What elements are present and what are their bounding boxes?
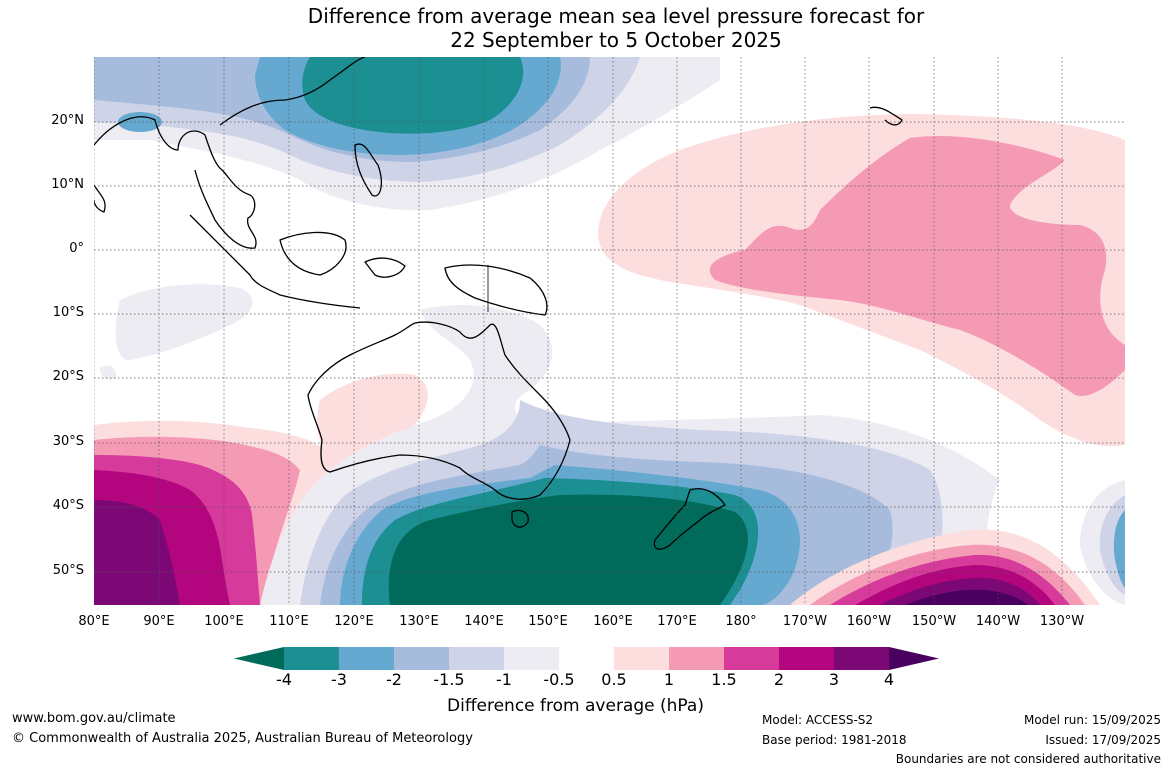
china-coast [219,57,366,126]
lon-label: 140°W [975,614,1021,629]
colorbar-tick: -2 [386,670,402,689]
east-negative-anomaly [1080,480,1125,605]
colorbar-arrow-left [234,647,284,670]
colorbar-cell [669,647,724,670]
map-field [94,57,1125,605]
colorbar-cell [339,647,394,670]
north-negative-anomaly [94,57,720,380]
colorbar-cell [394,647,449,670]
lat-label: 10°N [51,177,84,192]
borneo [279,231,347,276]
colorbar-cell [559,647,614,670]
title-line-1: Difference from average mean sea level p… [307,4,925,28]
west-australia-positive [317,373,428,470]
lon-label: 120°E [334,614,374,629]
title-line-2: 22 September to 5 October 2025 [450,28,782,52]
colorbar-cell [284,647,339,670]
lon-label: 180° [725,614,757,629]
graticule-lines [94,57,1125,605]
website-link[interactable]: www.bom.gov.au/climate [12,711,176,726]
lat-label: 0° [69,241,84,256]
philippines [354,143,382,197]
copyright: © Commonwealth of Australia 2025, Austra… [12,731,473,746]
tasmania [511,509,529,528]
lon-label: 140°E [464,614,504,629]
lat-label: 10°S [52,305,84,320]
colorbar-cell [504,647,559,670]
model-name: Model: ACCESS-S2 [762,713,874,727]
lon-label: 80°E [78,614,110,629]
lon-label: 160°W [846,614,892,629]
southeast-positive-anomaly [790,529,1100,605]
colorbar-tick: 2 [773,670,785,689]
lon-label: 90°E [143,614,175,629]
colorbar-tick: 4 [883,670,895,689]
colorbar-tick: -0.5 [543,670,575,689]
sumatra-java [189,214,361,309]
colorbar-arrow-right [889,647,939,670]
colorbar-cell [449,647,504,670]
colorbar-tick: 3 [828,670,840,689]
pacific-positive-anomaly [598,114,1125,447]
colorbar-tick: 0.5 [601,670,627,689]
model-run: Model run: 15/09/2025 [1023,713,1161,727]
lat-label: 20°N [51,113,84,128]
lon-label: 110°E [269,614,309,629]
new-zealand [653,488,726,550]
colorbar-cell [834,647,889,670]
colorbar-tick: -1.5 [433,670,465,689]
colorbar-tick: -4 [276,670,292,689]
colorbar-cell [614,647,669,670]
colorbar-tick: -3 [331,670,347,689]
southwest-positive-anomaly [94,420,335,605]
lon-label: 130°W [1039,614,1085,629]
lon-label: 150°E [528,614,568,629]
australia-coast [307,321,571,500]
issued-date: Issued: 17/09/2025 [1045,733,1161,747]
colorbar-tick: 1 [663,670,675,689]
colorbar-tick: 1.5 [711,670,737,689]
lat-label: 20°S [52,369,84,384]
southern-negative-anomaly [260,305,1000,605]
lat-label: 50°S [52,563,84,578]
sulawesi [364,257,406,278]
india-tip [94,184,106,213]
colorbar-cell [724,647,779,670]
coastlines [94,57,903,550]
hawaii [869,106,903,126]
map-title: Difference from average mean sea level p… [0,4,1173,52]
lon-label: 160°E [593,614,633,629]
lon-label: 150°W [911,614,957,629]
southeast-asia-coast [94,116,257,249]
lon-label: 100°E [204,614,244,629]
colorbar-label: Difference from average (hPa) [447,696,704,716]
colorbar [234,647,939,670]
new-guinea [444,264,548,316]
base-period: Base period: 1981-2018 [762,733,907,747]
lat-label: 30°S [52,434,84,449]
colorbar-tick: -1 [496,670,512,689]
colorbar-cell [779,647,834,670]
disclaimer: Boundaries are not considered authoritat… [895,752,1161,766]
lon-label: 170°E [657,614,697,629]
lon-label: 130°E [399,614,439,629]
lon-label: 170°W [782,614,828,629]
lat-label: 40°S [52,498,84,513]
